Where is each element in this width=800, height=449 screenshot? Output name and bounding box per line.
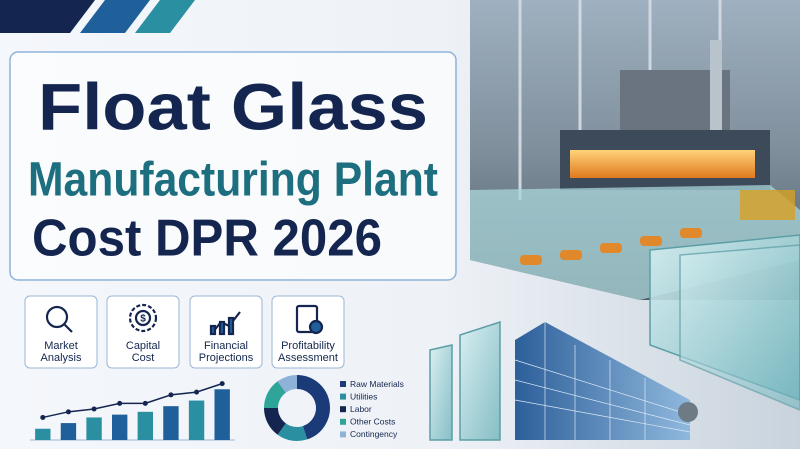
trend-point [65,409,71,415]
feature-label: Assessment [278,352,338,364]
donut-slice [277,375,298,393]
trend-point [117,400,123,406]
trend-point [194,389,200,395]
trend-line [42,382,223,419]
corner-stripes [0,0,195,33]
donut-slice [264,381,287,409]
donut-slice [277,423,308,441]
glass-panes [429,234,800,441]
legend-swatch [340,393,346,400]
trend-point [142,400,148,406]
legend-swatch [340,418,346,425]
feature-label: Projections [199,352,254,364]
legend-swatch [340,381,346,387]
title-line: Float Glass [38,69,428,143]
feature-label: Market [44,340,78,352]
legend-label: Contingency [350,429,398,439]
legend-label: Utilities [350,391,377,401]
factory-scene [470,0,800,300]
legend-label: Labor [350,404,372,414]
bar [112,414,128,440]
legend-label: Raw Materials [350,379,404,389]
trend-point [91,406,97,412]
title-line: Manufacturing Plant [28,154,438,207]
trend-point [168,392,174,398]
dollar-icon: $ [140,314,146,325]
building [514,322,698,440]
feature-label: Cost [132,352,155,364]
donut-slice [296,375,330,440]
feature-label: Analysis [41,352,82,364]
feature-label: Capital [126,340,160,352]
legend-swatch [340,406,346,413]
feature-icons [45,303,324,336]
bar [214,389,230,440]
bar [86,417,102,440]
title-box [9,51,457,281]
bar [137,411,153,440]
feature-label: Financial [204,340,248,352]
trend-point [219,381,225,387]
bar [35,428,51,440]
title-line: Cost DPR 2026 [32,210,382,268]
bar [60,423,77,440]
legend-swatch [340,431,346,438]
feature-label: Profitability [281,340,335,352]
bar [188,400,205,440]
legend-label: Other Costs [350,417,395,427]
donut-slice [264,407,287,435]
bar [163,406,179,440]
trend-point [40,414,46,420]
